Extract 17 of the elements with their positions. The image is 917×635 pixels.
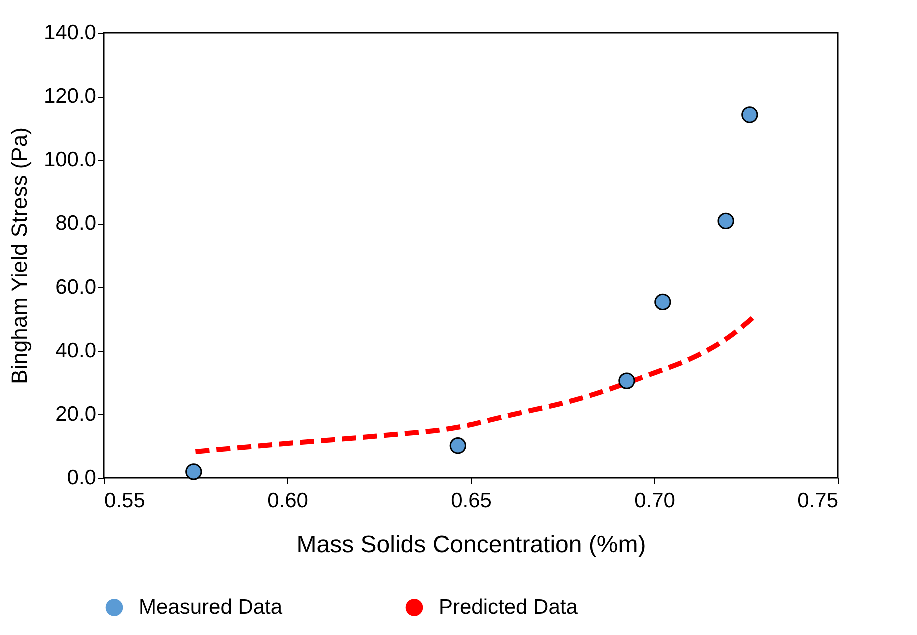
y-tick-label: 80.0 — [56, 212, 96, 236]
y-tick-label: 20.0 — [56, 402, 96, 426]
y-tick-label: 60.0 — [56, 276, 96, 299]
y-tick-label: 120.0 — [44, 85, 96, 108]
y-tick-label: 0.0 — [67, 466, 96, 490]
x-tick-label: 0.75 — [798, 490, 838, 512]
y-tick-label: 100.0 — [44, 148, 96, 172]
x-tick-label: 0.70 — [634, 490, 676, 512]
x-tick-label: 0.60 — [268, 490, 308, 512]
legend-label: Measured Data — [139, 596, 283, 619]
y-axis-title: Bingham Yield Stress (Pa) — [6, 128, 32, 384]
y-tick-label: 40.0 — [56, 339, 96, 362]
y-tick-label: 140.0 — [44, 22, 96, 44]
x-tick-label: 0.65 — [451, 490, 492, 512]
x-tick-label: 0.55 — [104, 490, 146, 512]
legend-label: Predicted Data — [439, 596, 578, 619]
x-axis-title: Mass Solids Concentration (%m) — [296, 532, 646, 558]
